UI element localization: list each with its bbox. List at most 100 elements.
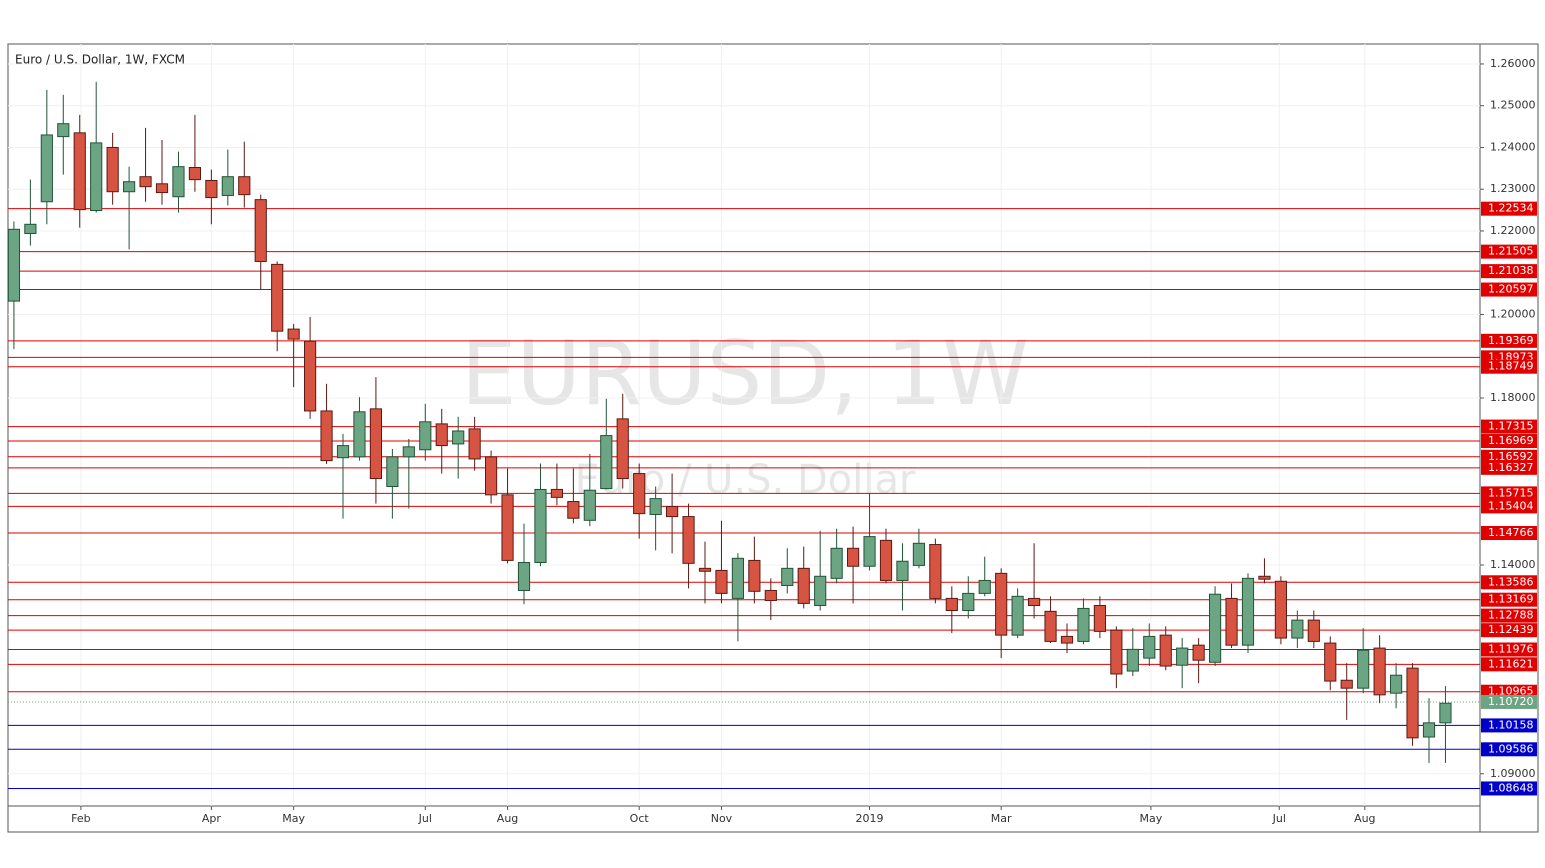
candle-body bbox=[534, 488, 547, 563]
candle-body bbox=[600, 435, 613, 490]
level-tag bbox=[1481, 742, 1537, 757]
level-label: 1.13586 bbox=[1488, 575, 1534, 588]
candle-body bbox=[978, 579, 991, 594]
candle-body bbox=[320, 410, 333, 462]
level-tag bbox=[1481, 499, 1537, 514]
watermark: EURUSD, 1W bbox=[461, 322, 1029, 425]
candle-body bbox=[1258, 575, 1271, 580]
level-label: 1.16969 bbox=[1488, 434, 1534, 447]
y-tick-label: 1.26000 bbox=[1490, 57, 1536, 70]
candle-body bbox=[583, 489, 596, 521]
candle-body bbox=[1011, 595, 1024, 636]
level-tag bbox=[1481, 781, 1537, 796]
level-label: 1.22534 bbox=[1488, 202, 1534, 215]
x-tick-label: May bbox=[282, 812, 305, 825]
level-label: 1.10158 bbox=[1488, 718, 1534, 731]
candle-body bbox=[155, 183, 169, 194]
y-tick-label: 1.25000 bbox=[1490, 99, 1536, 112]
candle-body bbox=[995, 572, 1008, 636]
candle-body bbox=[1060, 635, 1074, 644]
candle-body bbox=[929, 544, 942, 599]
candle-body bbox=[1439, 702, 1452, 724]
candle-body bbox=[188, 167, 202, 181]
candle-body bbox=[846, 547, 860, 567]
candle-body bbox=[271, 263, 284, 332]
frame bbox=[7, 43, 1539, 833]
candle-body bbox=[550, 488, 564, 498]
candle-body bbox=[1357, 649, 1370, 689]
candle-body bbox=[1044, 610, 1057, 642]
candle-body bbox=[1389, 674, 1403, 694]
level-label: 1.11621 bbox=[1488, 657, 1534, 670]
x-tick-label: Nov bbox=[711, 812, 733, 825]
candle-body bbox=[1406, 667, 1419, 739]
candle-body bbox=[139, 176, 152, 188]
y-tick-label: 1.09000 bbox=[1490, 767, 1536, 780]
y-tick-label: 1.24000 bbox=[1490, 140, 1536, 153]
candle-body bbox=[896, 560, 909, 581]
candle-body bbox=[452, 430, 465, 445]
level-label: 1.12788 bbox=[1488, 609, 1534, 622]
candle-body bbox=[517, 561, 531, 591]
level-label: 1.19369 bbox=[1488, 334, 1534, 347]
candle-body bbox=[1192, 644, 1205, 661]
candle-body bbox=[386, 456, 399, 488]
x-tick-label: May bbox=[1140, 812, 1163, 825]
candle-body bbox=[1241, 577, 1255, 646]
candle-body bbox=[879, 539, 893, 581]
level-tag bbox=[1481, 264, 1537, 279]
x-tick-label: Aug bbox=[1354, 812, 1375, 825]
candle-body bbox=[633, 473, 646, 515]
level-tag bbox=[1481, 201, 1537, 216]
level-label: 1.21505 bbox=[1488, 245, 1534, 258]
candle-body bbox=[764, 589, 777, 601]
candle-body bbox=[90, 142, 103, 212]
candle-body bbox=[781, 567, 794, 586]
last-price-tag bbox=[1481, 694, 1537, 709]
candle-body bbox=[123, 181, 136, 193]
level-label: 1.15715 bbox=[1488, 486, 1534, 499]
level-tag bbox=[1481, 592, 1537, 607]
candle-body bbox=[567, 501, 580, 519]
candle-body bbox=[485, 456, 498, 496]
candle-body bbox=[57, 123, 70, 138]
candle-body bbox=[73, 132, 86, 211]
candle-body bbox=[1208, 593, 1222, 663]
level-tag bbox=[1481, 244, 1537, 259]
level-label: 1.15404 bbox=[1488, 499, 1534, 512]
level-label: 1.20597 bbox=[1488, 283, 1534, 296]
y-tick-label: 1.23000 bbox=[1490, 182, 1536, 195]
candle-body bbox=[1340, 679, 1353, 689]
candle-body bbox=[945, 597, 958, 612]
y-tick-label: 1.18000 bbox=[1490, 391, 1536, 404]
candle-body bbox=[304, 340, 317, 412]
x-tick-label: 2019 bbox=[856, 812, 884, 825]
candle-body bbox=[830, 547, 843, 579]
candle-body bbox=[106, 146, 119, 193]
level-label: 1.16592 bbox=[1488, 450, 1534, 463]
candle-body bbox=[1324, 642, 1337, 682]
candle-body bbox=[1291, 619, 1304, 639]
candle-body bbox=[666, 506, 679, 518]
candle-body bbox=[1225, 597, 1238, 646]
level-label: 1.12439 bbox=[1488, 623, 1534, 636]
level-tag bbox=[1481, 282, 1537, 297]
candle-body bbox=[1077, 607, 1090, 642]
candle-body bbox=[238, 176, 251, 196]
chart-title: Euro / U.S. Dollar, 1W, FXCM bbox=[15, 53, 185, 67]
candle-body bbox=[40, 134, 53, 203]
x-tick-label: Aug bbox=[497, 812, 518, 825]
level-label: 1.13169 bbox=[1488, 593, 1534, 606]
level-tag bbox=[1481, 359, 1537, 374]
level-tag bbox=[1481, 608, 1537, 623]
candle-body bbox=[287, 328, 300, 340]
candle-body bbox=[814, 575, 827, 607]
x-tick-label: Mar bbox=[991, 812, 1012, 825]
candle-body bbox=[1176, 647, 1189, 666]
candle-body bbox=[1422, 722, 1436, 738]
candle-body bbox=[205, 179, 218, 199]
x-tick-label: Jul bbox=[1272, 812, 1286, 825]
candle-body bbox=[1027, 597, 1041, 607]
x-tick-label: Feb bbox=[71, 812, 90, 825]
